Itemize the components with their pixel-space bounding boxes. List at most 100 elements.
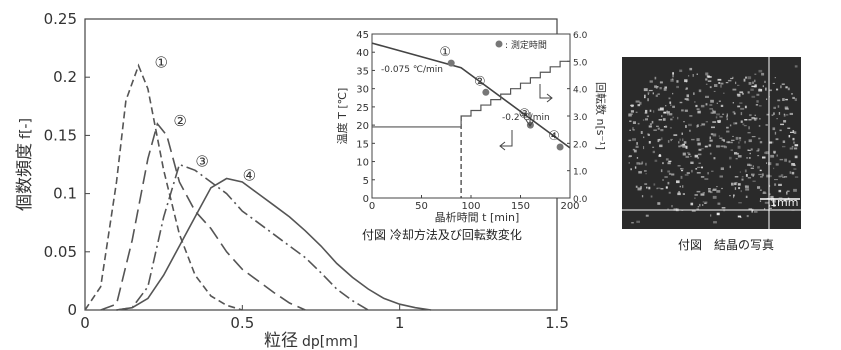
- photo-crystal-speckle: [708, 188, 711, 190]
- photo-crystal-speckle: [632, 138, 636, 141]
- photo-crystal-speckle: [690, 155, 692, 157]
- photo-crystal-speckle: [754, 84, 757, 88]
- photo-crystal-speckle: [781, 83, 785, 85]
- photo-crystal-speckle: [758, 105, 762, 107]
- inset-y-tick-label: 0: [363, 194, 369, 205]
- photo-crystal-speckle: [734, 187, 737, 190]
- photo-crystal-speckle: [705, 121, 708, 123]
- photo-crystal-speckle: [748, 149, 751, 151]
- photo-crystal-speckle: [643, 88, 648, 92]
- photo-crystal-speckle: [729, 124, 732, 127]
- photo-crystal-speckle: [793, 188, 797, 192]
- y-tick-label: 0.1: [53, 185, 77, 203]
- photo-crystal-speckle: [721, 139, 725, 141]
- photo-crystal-speckle: [628, 139, 632, 142]
- photo-crystal-speckle: [634, 166, 637, 169]
- photo-crystal-speckle: [670, 78, 674, 82]
- y-axis-label: 個数頻度 f[-]: [15, 118, 35, 211]
- photo-crystal-speckle: [681, 132, 683, 135]
- photo-crystal-speckle: [679, 101, 683, 104]
- crystal-photo: [622, 57, 801, 229]
- photo-crystal-speckle: [671, 78, 674, 81]
- photo-crystal-speckle: [677, 165, 681, 167]
- y-axis-label-unit: f[-]: [18, 118, 34, 139]
- photo-crystal-speckle: [697, 142, 701, 146]
- inset-caption: 付図 冷却方法及び回転数変化: [362, 228, 522, 242]
- x-tick-label: 0.5: [230, 314, 254, 332]
- photo-crystal-speckle: [791, 171, 795, 175]
- photo-crystal-speckle: [736, 93, 741, 96]
- photo-caption: 付図 結晶の写真: [678, 238, 775, 252]
- photo-crystal-speckle: [725, 82, 729, 84]
- photo-crystal-speckle: [696, 108, 700, 110]
- photo-crystal-speckle: [628, 162, 630, 164]
- photo-crystal-speckle: [770, 195, 774, 199]
- photo-crystal-speckle: [733, 195, 735, 199]
- photo-crystal-speckle: [679, 69, 683, 72]
- photo-crystal-speckle: [768, 193, 771, 195]
- photo-crystal-speckle: [705, 95, 709, 98]
- inset-y-tick-label: 5: [363, 176, 369, 187]
- photo-crystal-speckle: [690, 161, 694, 164]
- photo-crystal-speckle: [778, 112, 781, 115]
- photo-crystal-speckle: [712, 121, 717, 123]
- photo-crystal-speckle: [747, 177, 751, 179]
- photo-crystal-speckle: [686, 152, 690, 154]
- inset-y-tick-label: 20: [356, 121, 369, 132]
- photo-crystal-speckle: [676, 180, 680, 184]
- photo-crystal-speckle: [751, 95, 756, 98]
- photo-crystal-speckle: [743, 125, 747, 127]
- photo-crystal-speckle: [716, 145, 720, 148]
- photo-crystal-speckle: [766, 174, 771, 178]
- photo-crystal-speckle: [642, 119, 645, 121]
- photo-crystal-speckle: [754, 118, 757, 121]
- photo-crystal-speckle: [657, 202, 661, 205]
- photo-crystal-speckle: [657, 139, 660, 143]
- photo-crystal-speckle: [748, 139, 752, 143]
- photo-crystal-speckle: [712, 133, 717, 137]
- photo-crystal-speckle: [644, 183, 648, 185]
- photo-crystal-speckle: [680, 175, 683, 179]
- photo-crystal-speckle: [773, 106, 776, 109]
- photo-crystal-speckle: [707, 80, 712, 82]
- photo-crystal-speckle: [653, 183, 656, 186]
- photo-crystal-speckle: [707, 76, 712, 78]
- photo-crystal-speckle: [779, 129, 782, 132]
- inset-y2-tick-label: 1.0: [573, 168, 588, 178]
- photo-crystal-speckle: [794, 155, 798, 159]
- photo-crystal-speckle: [636, 157, 639, 159]
- photo-crystal-speckle: [709, 139, 713, 142]
- x-axis-label-name: 粒径: [264, 331, 298, 350]
- photo-crystal-speckle: [765, 124, 768, 126]
- photo-crystal-speckle: [721, 145, 726, 148]
- photo-crystal-speckle: [718, 82, 721, 84]
- photo-crystal-speckle: [758, 137, 761, 140]
- photo-crystal-speckle: [758, 173, 762, 176]
- photo-crystal-speckle: [726, 130, 730, 133]
- photo-crystal-speckle: [705, 78, 708, 81]
- series-label: ④: [243, 166, 256, 184]
- photo-crystal-speckle: [632, 127, 634, 130]
- photo-crystal-speckle: [720, 104, 724, 107]
- photo-crystal-speckle: [702, 201, 705, 203]
- photo-crystal-speckle: [632, 129, 635, 131]
- photo-crystal-speckle: [665, 186, 668, 189]
- inset-x-axis-label: 晶析時間 t [min]: [435, 210, 520, 224]
- photo-crystal-speckle: [734, 182, 738, 184]
- photo-crystal-speckle: [698, 89, 702, 93]
- photo-crystal-speckle: [791, 93, 793, 95]
- photo-crystal-speckle: [646, 186, 648, 189]
- photo-crystal-speckle: [685, 88, 688, 90]
- photo-crystal-speckle: [700, 125, 702, 127]
- photo-crystal-speckle: [667, 170, 670, 173]
- photo-crystal-speckle: [748, 157, 751, 159]
- photo-crystal-speckle: [649, 123, 652, 125]
- photo-crystal-speckle: [721, 207, 726, 209]
- photo-crystal-speckle: [635, 100, 640, 103]
- photo-crystal-speckle: [792, 130, 795, 133]
- inset-arrow-rotation-axis: [539, 84, 553, 103]
- photo-crystal-speckle: [786, 191, 788, 195]
- photo-crystal-speckle: [741, 178, 744, 181]
- photo-crystal-speckle: [746, 157, 748, 159]
- photo-crystal-speckle: [635, 185, 638, 188]
